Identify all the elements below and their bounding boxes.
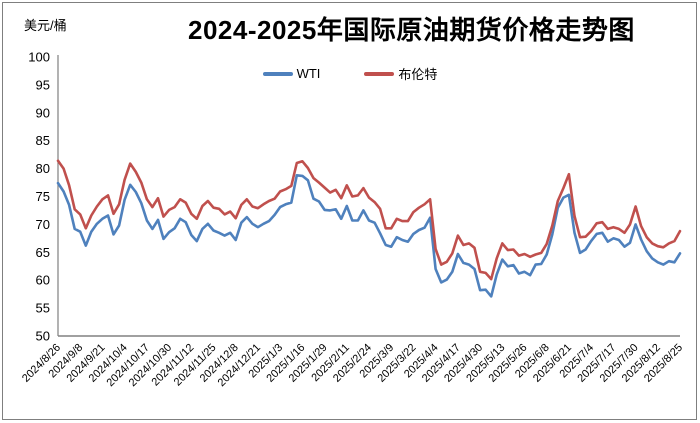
legend-item-brent: 布伦特	[364, 64, 437, 83]
wti-line-swatch-icon	[262, 71, 293, 76]
y-tick-label: 85	[36, 133, 50, 148]
brent-line-swatch-icon	[364, 71, 395, 76]
brent-price-line	[56, 159, 682, 281]
y-tick-label: 50	[36, 329, 50, 344]
chart-title: 2024-2025年国际原油期货价格走势图	[188, 15, 635, 45]
wti-price-line	[56, 174, 682, 298]
y-tick-label: 60	[36, 273, 50, 288]
y-tick-label: 80	[36, 161, 50, 176]
y-axis-unit-label: 美元/桶	[24, 18, 67, 33]
y-tick-label: 65	[36, 245, 50, 260]
legend-item-wti: WTI	[262, 66, 321, 81]
legend-label-wti: WTI	[296, 66, 321, 81]
legend: WTI 布伦特	[0, 64, 700, 83]
y-tick-label: 95	[36, 77, 50, 92]
y-tick-label: 90	[36, 105, 50, 120]
y-tick-label: 75	[36, 189, 50, 204]
y-tick-label: 100	[28, 50, 50, 65]
y-tick-label: 70	[36, 217, 50, 232]
y-tick-label: 55	[36, 301, 50, 316]
legend-label-brent: 布伦特	[398, 67, 438, 82]
